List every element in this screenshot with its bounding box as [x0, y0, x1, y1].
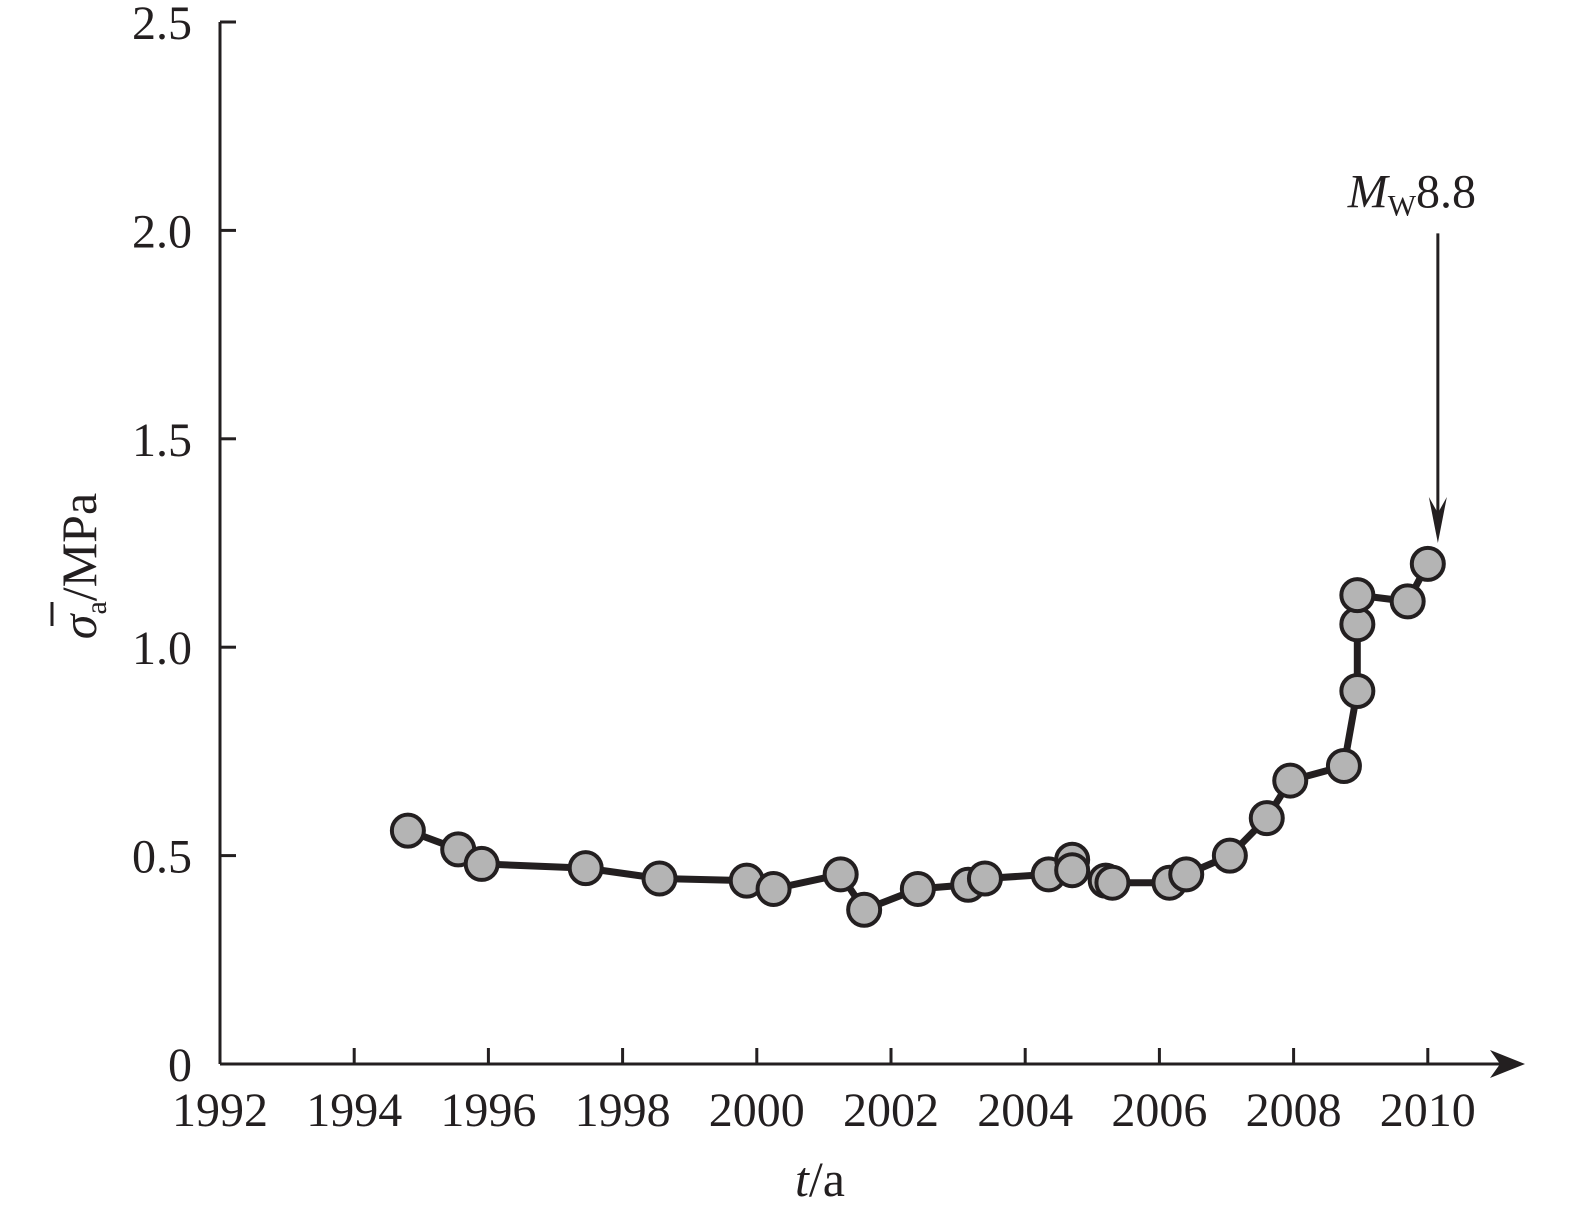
- data-point: [389, 812, 426, 849]
- annotation-label: MW8.8: [1347, 165, 1476, 222]
- x-axis-arrowhead: [1490, 1050, 1525, 1078]
- y-tick-label: 1.0: [132, 622, 192, 675]
- y-tick-label: 0.5: [132, 831, 192, 884]
- data-point: [1168, 856, 1205, 893]
- x-tick-label: 1992: [172, 1084, 268, 1137]
- x-tick-label: 2010: [1380, 1084, 1476, 1137]
- data-point: [822, 856, 859, 893]
- data-point: [1409, 545, 1446, 582]
- data-point: [1389, 583, 1426, 620]
- y-axis-label-unit: MPa: [51, 493, 107, 587]
- data-point: [463, 845, 500, 882]
- data-point: [1094, 864, 1131, 901]
- series-points: [389, 545, 1446, 928]
- data-point: [1248, 800, 1285, 837]
- data-point: [899, 870, 936, 907]
- x-tick-label: 1994: [306, 1084, 402, 1137]
- y-tick-label: 1.5: [132, 414, 192, 467]
- x-tick-label: 2002: [843, 1084, 939, 1137]
- earthquake-annotation: MW8.8: [1347, 165, 1476, 543]
- x-tick-label: 2006: [1111, 1084, 1207, 1137]
- axes: [218, 22, 1525, 1078]
- y-ticks: 0 0.5 1.0 1.5 2.0 2.5: [132, 0, 236, 1092]
- data-point: [1272, 762, 1309, 799]
- data-point: [755, 870, 792, 907]
- y-tick-label: 2.5: [132, 0, 192, 50]
- data-point: [1339, 577, 1376, 614]
- annotation-arrowhead: [1428, 497, 1447, 543]
- data-point: [641, 860, 678, 897]
- data-point: [1325, 747, 1362, 784]
- y-axis-label-sub: a: [80, 601, 113, 614]
- x-ticks: 1992 1994 1996 1998 2000 2002 2004 2006 2008 2010: [172, 1048, 1476, 1137]
- y-tick-label: 0: [168, 1039, 192, 1092]
- data-point: [1339, 672, 1376, 709]
- y-axis-label-var: σ: [51, 612, 107, 639]
- x-tick-label: 1998: [575, 1084, 671, 1137]
- x-tick-label: 2000: [709, 1084, 805, 1137]
- series-line: [406, 562, 1431, 914]
- data-point: [966, 860, 1003, 897]
- data-point: [1054, 852, 1091, 889]
- x-axis-label: t/a: [795, 1151, 845, 1207]
- data-point: [1211, 837, 1248, 874]
- x-tick-label: 2004: [977, 1084, 1073, 1137]
- x-tick-label: 2008: [1246, 1084, 1342, 1137]
- data-point: [567, 850, 604, 887]
- x-tick-label: 1996: [440, 1084, 536, 1137]
- svg-text:σa/MPa: σa/MPa: [51, 493, 113, 639]
- y-tick-label: 2.0: [132, 205, 192, 258]
- y-axis-label: σa/MPa: [50, 493, 113, 639]
- data-point: [846, 891, 883, 928]
